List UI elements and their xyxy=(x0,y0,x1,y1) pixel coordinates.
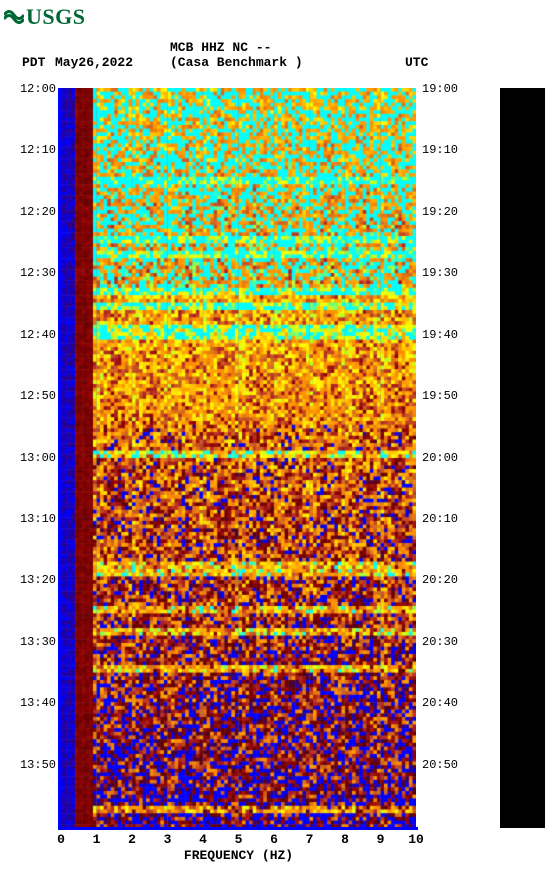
right-tick-label: 20:10 xyxy=(422,512,458,526)
x-tick-label: 6 xyxy=(270,832,278,847)
x-tick-label: 1 xyxy=(93,832,101,847)
colorbar xyxy=(500,88,545,828)
station-code: MCB HHZ NC -- xyxy=(170,40,271,55)
timezone-left-label: PDT xyxy=(22,55,45,70)
logo-wave-icon xyxy=(4,4,24,30)
left-tick-label: 13:40 xyxy=(20,696,56,710)
x-tick-label: 9 xyxy=(377,832,385,847)
x-tick-label: 3 xyxy=(164,832,172,847)
left-tick-label: 13:10 xyxy=(20,512,56,526)
x-tick-label: 4 xyxy=(199,832,207,847)
left-tick-label: 12:40 xyxy=(20,328,56,342)
x-axis-title: FREQUENCY (HZ) xyxy=(184,848,293,863)
left-tick-label: 12:50 xyxy=(20,389,56,403)
spectrogram-heatmap xyxy=(61,88,416,828)
x-tick-label: 7 xyxy=(306,832,314,847)
left-tick-label: 12:10 xyxy=(20,143,56,157)
x-tick-label: 0 xyxy=(57,832,65,847)
right-tick-label: 19:20 xyxy=(422,205,458,219)
left-tick-label: 12:00 xyxy=(20,82,56,96)
right-tick-label: 20:20 xyxy=(422,573,458,587)
right-tick-label: 19:40 xyxy=(422,328,458,342)
left-tick-label: 13:00 xyxy=(20,451,56,465)
right-tick-label: 20:00 xyxy=(422,451,458,465)
right-tick-label: 20:40 xyxy=(422,696,458,710)
right-tick-label: 19:10 xyxy=(422,143,458,157)
x-tick-label: 2 xyxy=(128,832,136,847)
right-tick-label: 20:50 xyxy=(422,758,458,772)
left-tick-label: 13:20 xyxy=(20,573,56,587)
left-tick-label: 12:20 xyxy=(20,205,56,219)
x-tick-label: 10 xyxy=(408,832,424,847)
right-tick-label: 19:00 xyxy=(422,82,458,96)
date-label: May26,2022 xyxy=(55,55,133,70)
station-name: (Casa Benchmark ) xyxy=(170,55,303,70)
left-time-axis: 12:0012:1012:2012:3012:4012:5013:0013:10… xyxy=(10,88,60,828)
timezone-right-label: UTC xyxy=(405,55,428,70)
usgs-logo: USGS xyxy=(4,4,85,30)
x-tick-label: 5 xyxy=(235,832,243,847)
right-tick-label: 19:50 xyxy=(422,389,458,403)
frequency-axis: FREQUENCY (HZ) 012345678910 xyxy=(61,828,416,868)
left-tick-label: 12:30 xyxy=(20,266,56,280)
logo-text: USGS xyxy=(26,4,85,30)
right-tick-label: 19:30 xyxy=(422,266,458,280)
right-tick-label: 20:30 xyxy=(422,635,458,649)
x-tick-label: 8 xyxy=(341,832,349,847)
spectrogram-plot xyxy=(61,88,416,828)
right-time-axis: 19:0019:1019:2019:3019:4019:5020:0020:10… xyxy=(418,88,468,828)
left-tick-label: 13:50 xyxy=(20,758,56,772)
left-tick-label: 13:30 xyxy=(20,635,56,649)
